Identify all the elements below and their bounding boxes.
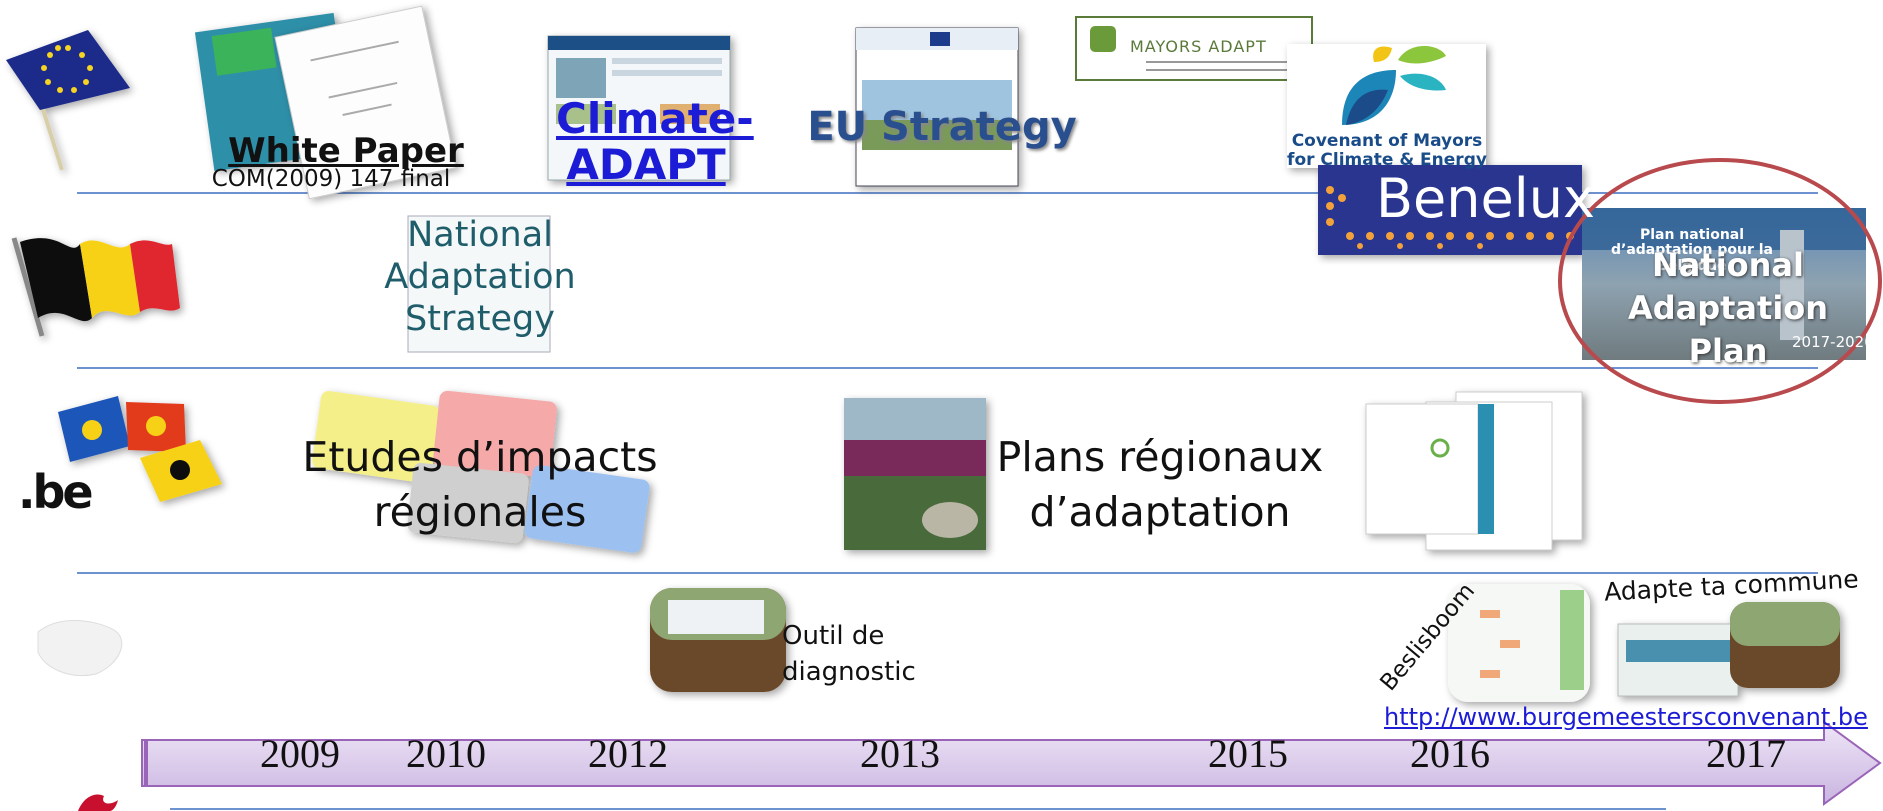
benelux-label: Benelux: [1376, 168, 1595, 230]
slide: White Paper COM(2009) 147 final Climate-…: [0, 0, 1883, 811]
year-label: 2016: [1390, 730, 1510, 777]
flemish-plan-cover: [844, 398, 986, 550]
covenant-url[interactable]: http://www.burgemeestersconvenant.be: [1384, 704, 1868, 732]
year-label: 2013: [840, 730, 960, 777]
nap-title: National Adaptation Plan: [1618, 244, 1838, 374]
be-logo: .be: [18, 466, 91, 519]
diagnostic-tool-label: Outil de diagnostic: [782, 618, 922, 691]
mayors-adapt-label: MAYORS ADAPT: [1130, 38, 1267, 56]
national-strategy-label: National Adaptation Strategy: [380, 214, 580, 340]
diagnostic-tool-image: [650, 588, 786, 692]
year-label: 2009: [240, 730, 360, 777]
climate-adapt-link[interactable]: Climate-ADAPT: [556, 96, 736, 188]
eu-strategy-label: EU Strategy: [782, 104, 1102, 150]
commune-site-images: [1618, 602, 1840, 696]
white-paper-reference: COM(2009) 147 final: [196, 166, 466, 192]
year-label: 2012: [568, 730, 688, 777]
nap-period: 2017-2020: [1792, 334, 1874, 351]
eu-flag: [6, 30, 130, 170]
year-label: 2017: [1686, 730, 1806, 777]
year-label: 2010: [386, 730, 506, 777]
regional-studies-label: Etudes d’impacts régionales: [300, 430, 660, 541]
covenant-label: Covenant of Mayors for Climate & Energy: [1282, 132, 1492, 169]
regional-plans-label: Plans régionaux d’adaptation: [990, 430, 1330, 541]
wallonia-logo: [78, 795, 118, 811]
belgian-flag: [14, 238, 180, 336]
belgium-map: [38, 620, 122, 675]
brussels-plan-docs: [1366, 392, 1582, 550]
year-label: 2015: [1188, 730, 1308, 777]
